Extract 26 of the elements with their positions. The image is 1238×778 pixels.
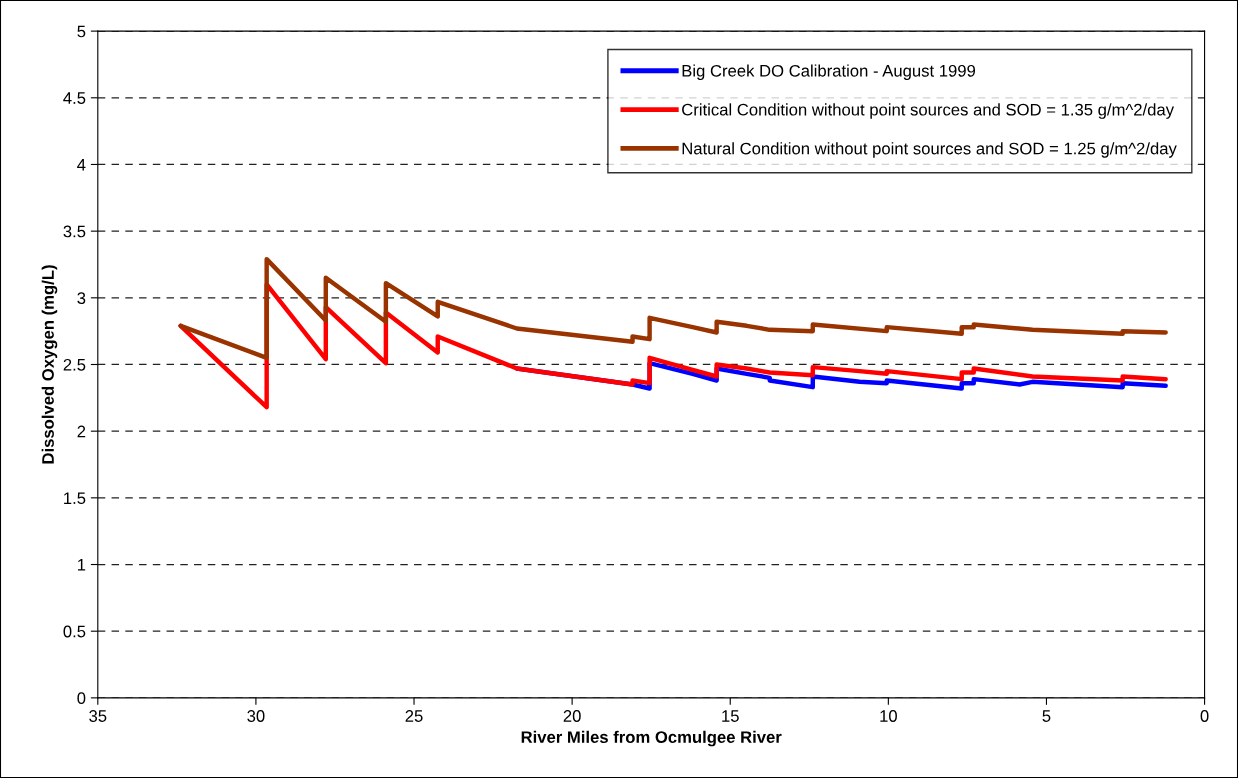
y-tick-label: 3.5 — [63, 225, 86, 238]
legend-label: Critical Condition without point sources and SOD = 1.35 g/m^2/day — [682, 103, 1175, 119]
x-tick-label: 20 — [563, 710, 581, 722]
y-tick-label: 4.5 — [63, 92, 86, 104]
y-tick-label: 0 — [77, 692, 86, 705]
y-tick-label: 5 — [77, 25, 86, 38]
x-tick-label: 0 — [1200, 710, 1209, 722]
legend-label: Big Creek DO Calibration - August 1999 — [682, 64, 976, 80]
x-tick-label: 15 — [722, 710, 739, 722]
y-tick-label: 0.5 — [63, 625, 86, 638]
y-tick-label: 3 — [77, 292, 86, 305]
y-tick-label: 2 — [77, 425, 86, 438]
legend-label: Natural Condition without point sources and SOD = 1.25 g/m^2/day — [682, 142, 1177, 158]
line-series — [178, 282, 1168, 410]
y-axis-title: Dissolved Oxygen (mg/L) — [41, 265, 58, 464]
x-tick-label: 5 — [1042, 710, 1051, 722]
x-tick-label: 25 — [405, 710, 423, 722]
x-tick-label: 35 — [89, 710, 107, 722]
x-tick-label: 30 — [247, 710, 265, 722]
y-tick-label: 2.5 — [63, 358, 86, 371]
y-tick-label: 1 — [78, 559, 86, 571]
x-tick-label: 10 — [880, 710, 897, 722]
x-axis-title: River Miles from Ocmulgee River — [521, 730, 782, 747]
y-tick-label: 4 — [77, 159, 86, 171]
y-tick-label: 1.5 — [64, 492, 86, 505]
line-series — [178, 256, 1168, 361]
